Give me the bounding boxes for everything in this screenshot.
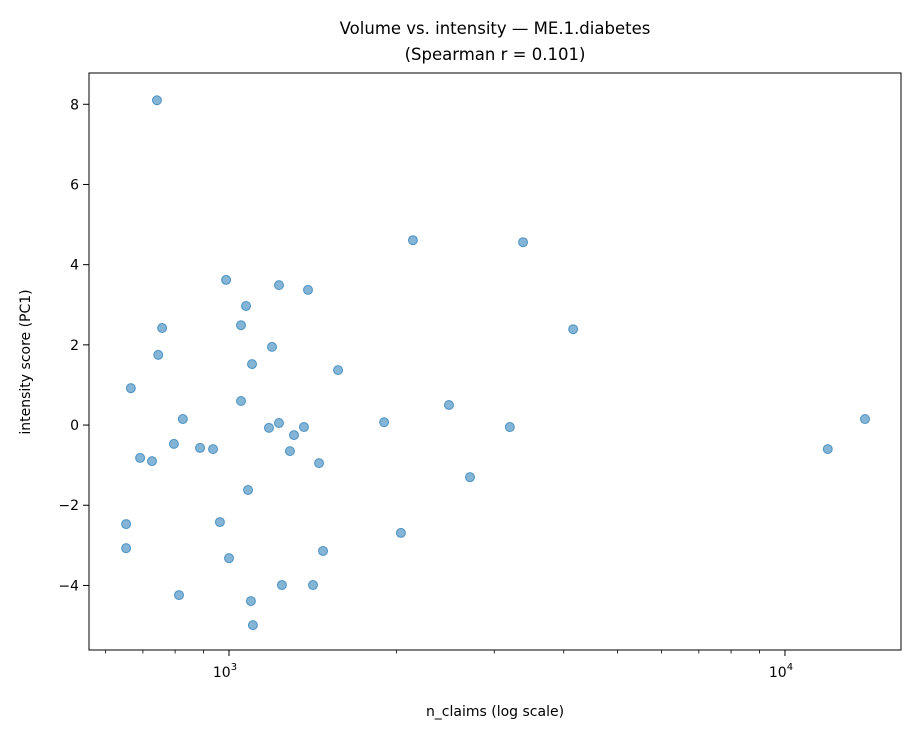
data-point — [314, 458, 325, 469]
x-tick-label: 103 — [213, 662, 237, 681]
y-axis-label: intensity score (PC1) — [18, 289, 34, 434]
data-point — [151, 95, 162, 106]
data-point — [302, 284, 313, 295]
data-point — [125, 383, 136, 394]
data-point — [298, 422, 309, 433]
data-point — [168, 438, 179, 449]
y-tick-label: 6 — [70, 177, 79, 193]
x-tick-label-base: 10 — [769, 665, 787, 681]
data-point — [135, 452, 146, 463]
data-point — [247, 620, 258, 631]
y-tick-label: 8 — [70, 97, 79, 113]
data-point — [223, 553, 234, 564]
data-point — [121, 543, 132, 554]
y-tick-label: 0 — [70, 418, 79, 434]
x-axis-label: n_claims (log scale) — [426, 704, 564, 720]
data-point — [195, 442, 206, 453]
data-point — [379, 417, 390, 428]
data-point — [267, 341, 278, 352]
data-point — [263, 422, 274, 433]
data-point — [822, 444, 833, 455]
points-layer — [121, 95, 870, 631]
data-point — [464, 472, 475, 483]
data-point — [245, 596, 256, 607]
data-point — [208, 444, 219, 455]
data-point — [284, 446, 295, 457]
data-point — [443, 400, 454, 411]
data-point — [221, 274, 232, 285]
data-point — [568, 324, 579, 335]
data-point — [289, 430, 300, 441]
y-tick-label: −4 — [58, 578, 79, 594]
chart-title: Volume vs. intensity — ME.1.diabetes — [340, 19, 651, 38]
data-point — [407, 235, 418, 246]
x-tick-label-exponent: 4 — [787, 662, 793, 673]
data-point — [333, 365, 344, 376]
data-point — [504, 422, 515, 433]
data-point — [236, 395, 247, 406]
data-point — [307, 580, 318, 591]
data-point — [859, 414, 870, 425]
plot-frame — [88, 72, 902, 651]
data-point — [276, 580, 287, 591]
data-point — [243, 485, 254, 496]
x-tick-label-base: 10 — [213, 665, 231, 681]
data-point — [157, 323, 168, 334]
data-point — [273, 418, 284, 429]
data-point — [214, 517, 225, 528]
y-tick-label: 4 — [70, 258, 79, 274]
data-point — [153, 349, 164, 360]
y-tick-label: −2 — [58, 498, 79, 514]
data-point — [177, 414, 188, 425]
data-point — [241, 300, 252, 311]
data-point — [395, 527, 406, 538]
data-point — [147, 456, 158, 467]
data-point — [236, 320, 247, 331]
data-point — [518, 237, 529, 248]
x-tick-label: 104 — [769, 662, 793, 681]
data-point — [121, 519, 132, 530]
chart-subtitle: (Spearman r = 0.101) — [405, 45, 586, 64]
y-tick-label: 2 — [70, 338, 79, 354]
data-point — [247, 359, 258, 370]
data-point — [273, 280, 284, 291]
x-tick-label-exponent: 3 — [231, 662, 237, 673]
data-point — [174, 590, 185, 601]
data-point — [318, 545, 329, 556]
